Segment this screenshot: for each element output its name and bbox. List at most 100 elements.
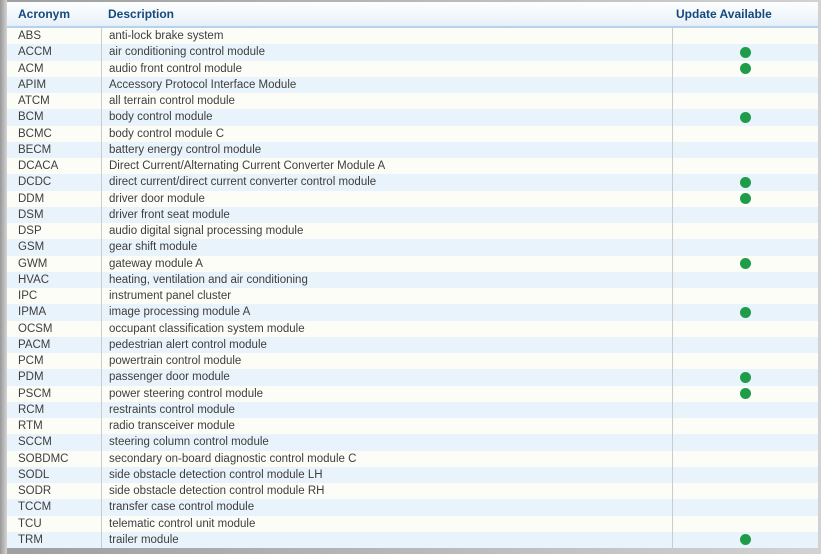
table-row[interactable]: BECM battery energy control module <box>7 141 818 158</box>
description-cell: Accessory Protocol Interface Module <box>101 76 672 93</box>
table-row[interactable]: DSM driver front seat module <box>7 206 818 223</box>
update-available-cell <box>672 109 818 126</box>
description-cell: side obstacle detection control module L… <box>101 466 672 483</box>
description-cell: passenger door module <box>101 369 672 386</box>
table-row[interactable]: GWM gateway module A <box>7 255 818 272</box>
table-row[interactable]: APIM Accessory Protocol Interface Module <box>7 76 818 93</box>
acronym-cell: RCM <box>18 403 45 416</box>
update-available-dot-icon <box>740 46 751 58</box>
table-row[interactable]: SOBDMC secondary on-board diagnostic cont… <box>7 450 818 467</box>
acronym-cell: TCU <box>18 517 42 530</box>
table-row[interactable]: PACM pedestrian alert control module <box>7 336 818 353</box>
description-cell: driver front seat module <box>101 206 672 223</box>
acronym-cell: RTM <box>18 420 43 433</box>
table-row[interactable]: RTM radio transceiver module <box>7 418 818 435</box>
description-cell: image processing module A <box>101 304 672 321</box>
update-available-cell <box>672 401 818 418</box>
acronym-cell: IPMA <box>18 306 47 319</box>
description-cell: secondary on-board diagnostic control mo… <box>101 450 672 467</box>
table-row[interactable]: RCM restraints control module <box>7 401 818 418</box>
description-cell: direct current/direct current converter … <box>101 174 672 191</box>
update-available-cell <box>672 271 818 288</box>
update-available-dot-icon <box>740 111 751 123</box>
acronym-cell: OCSM <box>18 322 53 335</box>
column-header-acronym[interactable]: Acronym <box>18 7 71 21</box>
update-available-cell <box>672 174 818 191</box>
update-available-cell <box>672 288 818 305</box>
acronym-cell: DCDC <box>18 176 52 189</box>
table-row[interactable]: TRM trailer module <box>7 531 818 548</box>
update-available-cell <box>672 304 818 321</box>
acronym-cell: SCCM <box>18 436 52 449</box>
description-cell: pedestrian alert control module <box>101 336 672 353</box>
update-available-dot-icon <box>740 63 751 75</box>
table-row[interactable]: TCCM transfer case control module <box>7 499 818 516</box>
update-available-dot-icon <box>740 193 751 205</box>
acronym-cell: HVAC <box>18 273 50 286</box>
table-row[interactable]: BCM body control module <box>7 109 818 126</box>
update-available-cell <box>672 369 818 386</box>
description-cell: steering column control module <box>101 434 672 451</box>
acronym-cell: DSM <box>18 208 44 221</box>
table-row[interactable]: PCM powertrain control module <box>7 353 818 370</box>
table-row[interactable]: SODL side obstacle detection control modu… <box>7 466 818 483</box>
acronym-cell: DSP <box>18 225 42 238</box>
update-available-cell <box>672 125 818 142</box>
table-row[interactable]: PDM passenger door module <box>7 369 818 386</box>
table-row[interactable]: BCMC body control module C <box>7 125 818 142</box>
description-cell: body control module C <box>101 125 672 142</box>
description-cell: anti-lock brake system <box>101 28 672 45</box>
acronym-cell: APIM <box>18 78 47 91</box>
update-available-cell <box>672 190 818 207</box>
acronym-cell: ACCM <box>18 46 52 59</box>
table-row[interactable]: GSM gear shift module <box>7 239 818 256</box>
acronym-cell: DDM <box>18 192 45 205</box>
table-row[interactable]: DCDC direct current/direct current conver… <box>7 174 818 191</box>
table-row[interactable]: ABS anti-lock brake system <box>7 28 818 45</box>
table-row[interactable]: ACM audio front control module <box>7 60 818 77</box>
table-row[interactable]: ATCM all terrain control module <box>7 93 818 110</box>
table-row[interactable]: IPC instrument panel cluster <box>7 288 818 305</box>
table-header-row: Acronym Description Update Available <box>7 2 818 28</box>
description-cell: occupant classification system module <box>101 320 672 337</box>
update-available-cell <box>672 483 818 500</box>
acronym-cell: SOBDMC <box>18 452 69 465</box>
panel-left-edge <box>0 0 7 554</box>
update-available-cell <box>672 28 818 45</box>
description-cell: gateway module A <box>101 255 672 272</box>
update-available-cell <box>672 515 818 532</box>
table-row[interactable]: SCCM steering column control module <box>7 434 818 451</box>
table-row[interactable]: DSP audio digital signal processing modul… <box>7 223 818 240</box>
table-row[interactable]: IPMA image processing module A <box>7 304 818 321</box>
update-available-dot-icon <box>740 176 751 188</box>
acronym-cell: BCMC <box>18 127 52 140</box>
update-available-cell <box>672 255 818 272</box>
update-available-cell <box>672 60 818 77</box>
table-row[interactable]: ACCM air conditioning control module <box>7 44 818 61</box>
table-row[interactable]: HVAC heating, ventilation and air conditi… <box>7 271 818 288</box>
update-available-cell <box>672 93 818 110</box>
acronym-cell: ACM <box>18 62 44 75</box>
acronym-cell: PDM <box>18 371 44 384</box>
column-header-update-available[interactable]: Update Available <box>676 7 772 21</box>
description-cell: gear shift module <box>101 239 672 256</box>
update-available-cell <box>672 418 818 435</box>
update-available-cell <box>672 336 818 353</box>
description-cell: telematic control unit module <box>101 515 672 532</box>
description-cell: body control module <box>101 109 672 126</box>
column-header-description[interactable]: Description <box>108 7 175 21</box>
update-available-dot-icon <box>740 306 751 318</box>
acronym-cell: ATCM <box>18 95 50 108</box>
description-cell: transfer case control module <box>101 499 672 516</box>
description-cell: all terrain control module <box>101 93 672 110</box>
table-row[interactable]: DDM driver door module <box>7 190 818 207</box>
update-available-cell <box>672 531 818 548</box>
table-row[interactable]: TCU telematic control unit module <box>7 515 818 532</box>
module-table-body: ABS anti-lock brake system ACCM air conditi… <box>7 28 818 548</box>
table-row[interactable]: PSCM power steering control module <box>7 385 818 402</box>
table-row[interactable]: OCSM occupant classification system modul… <box>7 320 818 337</box>
update-available-cell <box>672 158 818 175</box>
table-row[interactable]: DCACA Direct Current/Alternating Current … <box>7 158 818 175</box>
table-row[interactable]: SODR side obstacle detection control modu… <box>7 483 818 500</box>
